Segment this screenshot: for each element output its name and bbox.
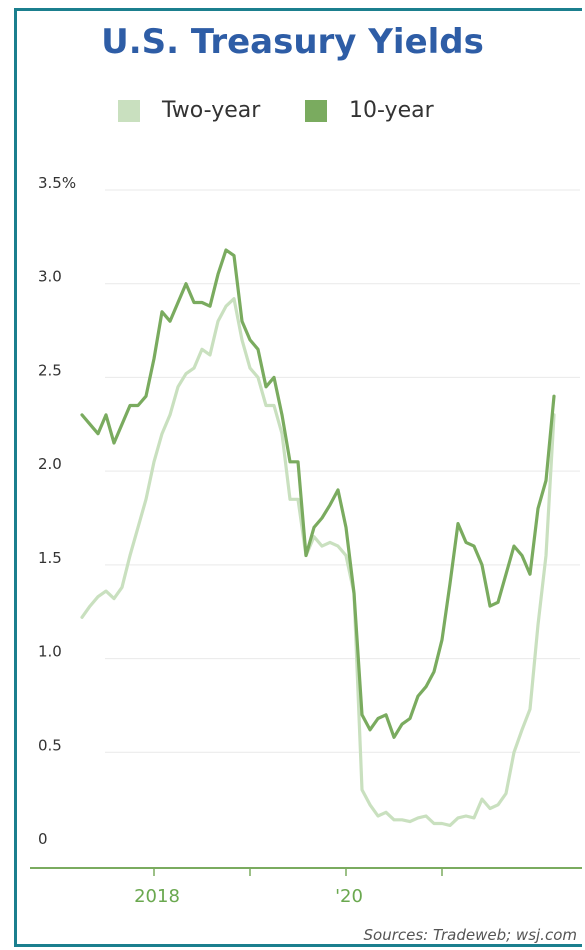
- series-line-two-year: [80, 297, 556, 827]
- legend-label-two-year: Two-year: [162, 98, 261, 123]
- x-tick-label-0: 2018: [134, 886, 180, 907]
- y-tick-label-7: 0: [38, 830, 48, 848]
- legend-swatch-10-year: [305, 99, 327, 122]
- y-tick-label-6: 0.5: [38, 736, 62, 754]
- chart-title: U.S. Treasury Yields: [101, 22, 484, 62]
- legend-swatch-two-year: [118, 99, 140, 122]
- y-tick-label-4: 1.5: [38, 549, 62, 567]
- y-tick-label-2: 2.5: [38, 361, 62, 379]
- y-tick-label-0: 3.5%: [38, 174, 76, 192]
- y-tick-label-5: 1.0: [38, 643, 62, 661]
- x-tick-label-2: '20: [335, 886, 363, 907]
- legend-item-two-year: Two-year: [118, 98, 260, 123]
- source-note: Sources: Tradeweb; wsj.com: [363, 926, 578, 944]
- series-line-10-year: [80, 248, 556, 739]
- y-tick-label-1: 3.0: [38, 268, 62, 286]
- legend-label-10-year: 10-year: [349, 98, 434, 123]
- legend-item-10-year: 10-year: [305, 98, 434, 123]
- y-tick-label-3: 2.0: [38, 455, 62, 473]
- legend: Two-year 10-year: [0, 98, 585, 132]
